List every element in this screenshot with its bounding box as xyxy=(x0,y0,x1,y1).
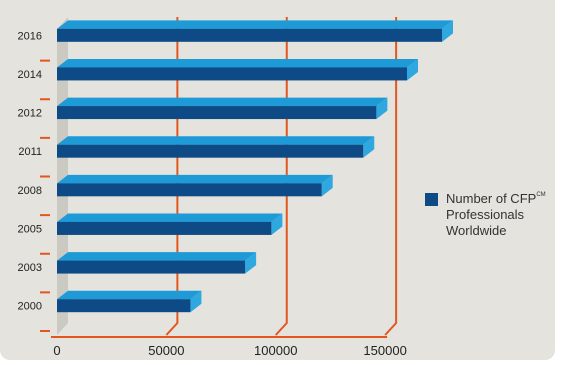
x-tick-label-0: 0 xyxy=(53,343,60,358)
bar-side-2012 xyxy=(376,97,388,120)
bar-top-2012 xyxy=(57,97,388,107)
x-tick-label-100000: 100000 xyxy=(254,343,297,358)
bar-2011 xyxy=(57,144,364,158)
bar-2014 xyxy=(57,67,407,81)
bar-2005 xyxy=(57,221,272,235)
bar-top-2000 xyxy=(57,290,202,300)
bar-top-2003 xyxy=(57,252,257,261)
bar-side-2011 xyxy=(363,136,375,158)
y-tick-label-2003: 2003 xyxy=(18,262,42,274)
bar-2012 xyxy=(57,106,377,120)
bar-side-2003 xyxy=(245,252,257,274)
bar-side-2005 xyxy=(271,213,283,235)
bar-side-2014 xyxy=(407,59,418,81)
bar-top-2011 xyxy=(57,136,375,145)
bar-side-2016 xyxy=(442,20,453,42)
bar-top-2014 xyxy=(57,59,418,68)
bar-top-2005 xyxy=(57,213,283,222)
y-tick-label-2016: 2016 xyxy=(18,30,42,42)
legend-line-1: Number of CFP xyxy=(446,191,537,206)
legend: Number of CFPCM Professionals Worldwide xyxy=(425,191,555,239)
legend-superscript: CM xyxy=(536,192,546,198)
bar-side-2000 xyxy=(190,290,202,313)
legend-swatch xyxy=(425,193,438,206)
bar-2003 xyxy=(57,260,246,274)
bar-side-2008 xyxy=(321,174,333,197)
bar-2016 xyxy=(57,28,442,42)
y-tick-label-2005: 2005 xyxy=(18,223,42,235)
y-tick-label-2012: 2012 xyxy=(18,108,42,120)
bar-2000 xyxy=(57,299,191,313)
y-tick-label-2011: 2011 xyxy=(18,146,42,158)
bar-top-2008 xyxy=(57,174,333,184)
gridline-150000 xyxy=(384,17,398,336)
bar-top-2016 xyxy=(57,20,453,29)
legend-line-2: Professionals xyxy=(446,207,525,222)
y-tick-label-2000: 2000 xyxy=(18,301,42,313)
bar-2008 xyxy=(57,183,322,197)
y-tick-label-2014: 2014 xyxy=(18,69,42,81)
x-tick-label-50000: 50000 xyxy=(148,343,184,358)
legend-line-3: Worldwide xyxy=(446,223,507,238)
legend-label: Number of CFPCM Professionals Worldwide xyxy=(446,191,546,239)
x-tick-label-150000: 150000 xyxy=(363,343,406,358)
y-tick-label-2008: 2008 xyxy=(18,185,42,197)
